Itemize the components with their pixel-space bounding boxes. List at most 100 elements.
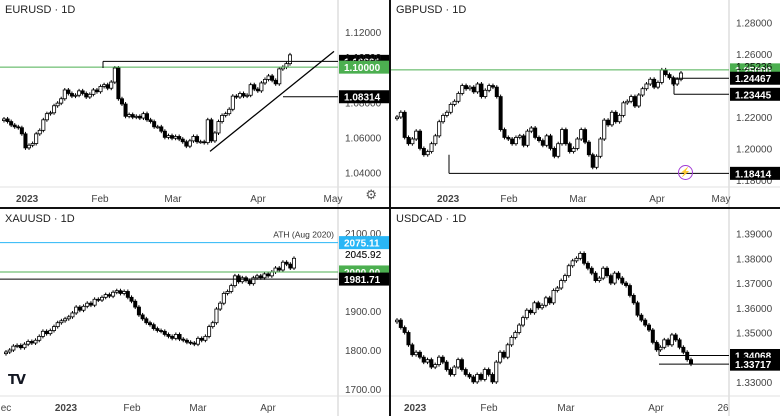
- candle-body: [273, 79, 278, 85]
- tradingview-logo-icon[interactable]: TV: [8, 373, 26, 388]
- candle-body: [247, 280, 252, 285]
- candle-body: [269, 271, 274, 277]
- candle-body: [471, 376, 476, 383]
- time-tick-label: Apr: [250, 194, 266, 205]
- candle-body: [216, 121, 221, 134]
- eurusd-chart-panel[interactable]: 1.12000 1.10590 1.08000 1.06000 1.04000 2023 F…: [0, 0, 389, 207]
- candle-body: [662, 339, 667, 348]
- lightning-icon[interactable]: ⚡: [678, 165, 693, 180]
- candle-body: [159, 330, 164, 332]
- candle-body: [37, 129, 42, 135]
- candle-body: [643, 319, 648, 326]
- candle-body: [177, 136, 182, 140]
- level-price-label: 1.10000: [344, 63, 381, 74]
- candle-body: [69, 93, 74, 97]
- candle-body: [177, 334, 182, 340]
- candle-body: [636, 94, 641, 107]
- level-price-tag: [730, 357, 780, 371]
- candle-body: [273, 267, 278, 273]
- xauusd-chart-panel[interactable]: 2100.00 2045.92 1900.00 1800.00 1700.00 ec 202…: [0, 209, 389, 416]
- time-tick-label: May: [324, 194, 343, 205]
- time-tick-label: Feb: [500, 194, 518, 205]
- time-tick-label: 2023: [16, 194, 39, 205]
- trendline[interactable]: [209, 50, 335, 152]
- candle-body: [548, 135, 553, 149]
- candle-body: [220, 115, 225, 122]
- level-price-label: 1.08314: [344, 93, 381, 104]
- candle-body: [585, 262, 590, 269]
- candle-body: [594, 155, 599, 168]
- gear-icon[interactable]: ⚙: [365, 187, 377, 202]
- candle-body: [677, 339, 682, 348]
- usdcad-chart-panel[interactable]: 1.39000 1.38000 1.37000 1.36000 1.35000 1.330…: [391, 209, 780, 416]
- candle-body: [547, 297, 552, 304]
- candle-body: [107, 294, 112, 297]
- candle-body: [141, 113, 146, 119]
- candle-body: [456, 359, 461, 368]
- candle-body: [18, 344, 23, 349]
- candle-body: [444, 361, 449, 370]
- candle-body: [118, 290, 123, 294]
- candle-body: [137, 115, 142, 119]
- candle-body: [232, 275, 237, 287]
- candle-body: [66, 316, 71, 320]
- candle-body: [452, 366, 457, 375]
- candle-body: [629, 96, 634, 102]
- candle-body: [513, 332, 518, 338]
- candle-body: [11, 345, 16, 351]
- price-tick-label: 2100.00: [345, 229, 382, 240]
- price-tick-label: 1.22000: [736, 113, 773, 124]
- plot-background: [0, 209, 389, 416]
- candle-body: [486, 369, 491, 375]
- candle-body: [218, 302, 223, 310]
- candle-body: [612, 272, 617, 284]
- candle-body: [136, 306, 141, 316]
- candle-body: [280, 261, 285, 271]
- time-tick-label: Mar: [189, 403, 207, 414]
- candle-body: [237, 93, 242, 98]
- candle-body: [571, 148, 576, 152]
- candle-body: [395, 319, 400, 323]
- candle-body: [402, 111, 407, 138]
- candle-body: [202, 141, 207, 144]
- candle-body: [555, 287, 560, 291]
- candle-body: [102, 84, 107, 87]
- price-tick-label: 1800.00: [345, 346, 382, 357]
- candle-body: [533, 127, 538, 138]
- candle-body: [652, 78, 657, 88]
- candle-body: [187, 140, 192, 147]
- candle-body: [517, 135, 522, 138]
- candle-body: [563, 129, 568, 145]
- candle-body: [494, 86, 499, 97]
- candle-body: [2, 118, 7, 121]
- candle-body: [536, 302, 541, 309]
- candle-body: [608, 275, 613, 284]
- candle-body: [16, 126, 21, 129]
- candle-body: [616, 272, 621, 279]
- candle-body: [127, 114, 132, 117]
- price-tick-label: 1.08000: [345, 98, 382, 109]
- candle-body: [425, 151, 430, 156]
- level-price-tag: [730, 87, 780, 101]
- candle-body: [395, 116, 400, 120]
- candle-body: [444, 111, 449, 116]
- candle-body: [613, 111, 618, 123]
- time-tick-label: Mar: [569, 194, 587, 205]
- candle-body: [214, 308, 219, 324]
- time-tick-label: 2023: [55, 403, 78, 414]
- candle-body: [597, 277, 602, 281]
- candle-body: [410, 344, 415, 356]
- candle-body: [15, 344, 20, 347]
- candle-body: [681, 346, 686, 353]
- candle-body: [532, 302, 537, 314]
- candle-body: [173, 136, 178, 139]
- candle-body: [467, 86, 472, 90]
- candle-body: [277, 267, 282, 271]
- candle-body: [671, 77, 676, 85]
- level-price-label: 2075.11: [344, 239, 380, 250]
- price-tick-label: 1.35000: [736, 328, 773, 339]
- candle-body: [198, 141, 203, 144]
- candle-body: [7, 349, 12, 353]
- candle-body: [460, 85, 465, 94]
